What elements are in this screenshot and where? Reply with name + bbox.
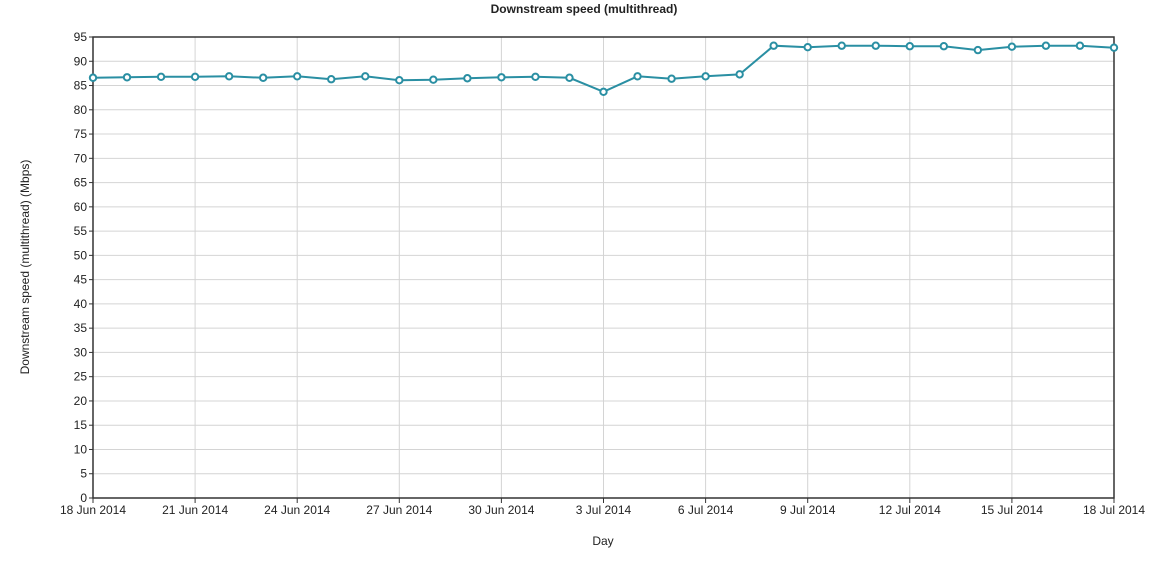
data-point[interactable] <box>973 45 983 55</box>
x-tick-label: 21 Jun 2014 <box>162 503 228 517</box>
data-point[interactable] <box>429 75 438 84</box>
data-point[interactable] <box>156 72 166 81</box>
series-layer <box>88 41 1119 97</box>
y-tick-label: 25 <box>74 370 88 384</box>
y-tick-label: 30 <box>74 345 88 359</box>
axis-layer: 0 5 10 15 20 25 30 35 40 45 50 55 60 65 70 75 80 85 90 95 18… <box>60 30 1145 517</box>
plot-frame <box>92 36 1115 499</box>
data-point[interactable] <box>463 74 472 83</box>
x-tick-label: 24 Jun 2014 <box>264 503 330 517</box>
data-point[interactable] <box>190 72 200 81</box>
y-tick-label: 90 <box>74 54 88 68</box>
y-axis-label: Downstream speed (multithread) (Mbps) <box>18 160 32 375</box>
y-tick-label: 80 <box>74 103 88 117</box>
y-tick-label: 95 <box>74 30 88 44</box>
y-tick-label: 40 <box>74 297 88 311</box>
data-point[interactable] <box>871 41 880 50</box>
data-point[interactable] <box>122 73 132 82</box>
data-point[interactable] <box>667 74 676 83</box>
data-point[interactable] <box>735 70 744 79</box>
data-point[interactable] <box>565 73 574 82</box>
data-point[interactable] <box>803 42 812 52</box>
data-point[interactable] <box>361 72 370 81</box>
data-point[interactable] <box>837 41 846 50</box>
x-tick-label: 9 Jul 2014 <box>780 503 836 517</box>
data-point[interactable] <box>88 73 98 82</box>
data-point[interactable] <box>701 72 710 81</box>
y-tick-label: 45 <box>74 273 88 287</box>
y-tick-label: 10 <box>74 442 88 456</box>
grid-layer <box>92 36 1115 499</box>
data-point[interactable] <box>395 75 404 85</box>
x-tick-label: 12 Jul 2014 <box>879 503 941 517</box>
data-point[interactable] <box>599 87 608 97</box>
data-point[interactable] <box>633 72 642 81</box>
data-point[interactable] <box>293 72 302 81</box>
data-point[interactable] <box>258 73 268 82</box>
y-tick-label: 35 <box>74 321 88 335</box>
y-tick-label: 75 <box>74 127 88 141</box>
data-point[interactable] <box>1041 41 1051 50</box>
x-tick-label: 15 Jul 2014 <box>981 503 1043 517</box>
chart-title: Downstream speed (multithread) <box>491 2 678 16</box>
data-point[interactable] <box>497 73 506 82</box>
y-tick-label: 70 <box>74 151 88 165</box>
x-tick-label: 6 Jul 2014 <box>678 503 734 517</box>
data-point[interactable] <box>1075 41 1085 50</box>
x-axis-label: Day <box>592 534 613 548</box>
data-point[interactable] <box>1109 43 1119 52</box>
y-tick-label: 15 <box>74 418 88 432</box>
data-point[interactable] <box>939 42 949 51</box>
x-tick-label: 30 Jun 2014 <box>468 503 534 517</box>
x-tick-label: 27 Jun 2014 <box>366 503 432 517</box>
x-tick-label: 18 Jun 2014 <box>60 503 126 517</box>
y-tick-label: 0 <box>80 491 87 505</box>
data-point[interactable] <box>224 72 234 81</box>
y-tick-label: 5 <box>80 467 87 481</box>
data-point[interactable] <box>769 41 778 50</box>
data-point[interactable] <box>905 42 914 51</box>
y-tick-label: 50 <box>74 248 88 262</box>
y-tick-label: 20 <box>74 394 88 408</box>
y-tick-label: 55 <box>74 224 88 238</box>
y-tick-label: 65 <box>74 176 88 190</box>
data-point[interactable] <box>531 72 540 81</box>
x-tick-label: 18 Jul 2014 <box>1083 503 1145 517</box>
data-point[interactable] <box>327 75 336 84</box>
data-point[interactable] <box>1007 42 1017 51</box>
y-tick-label: 85 <box>74 79 88 93</box>
x-tick-label: 3 Jul 2014 <box>576 503 632 517</box>
y-tick-label: 60 <box>74 200 88 214</box>
